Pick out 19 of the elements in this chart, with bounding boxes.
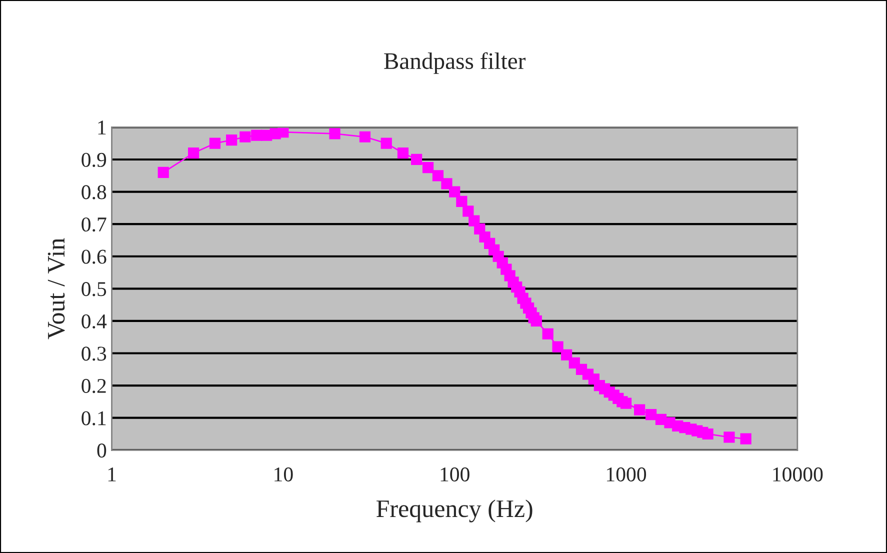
y-tick-label: 0.5 (82, 282, 106, 296)
y-tick-label: 0.4 (82, 314, 107, 328)
x-tick-label: 1 (108, 468, 116, 482)
y-tick-label: 0.8 (82, 185, 106, 200)
y-tick-label: 0.7 (82, 217, 106, 232)
x-axis-title: Frequency (Hz) (376, 500, 532, 522)
y-tick-label: 0.3 (82, 346, 106, 361)
y-tick-label: 1 (98, 120, 106, 134)
x-tick-label: 10 (274, 467, 293, 482)
y-tick-label: 0.6 (82, 250, 106, 264)
y-axis-title: Vout / Vin (48, 238, 65, 340)
x-tick-label: 10000 (773, 467, 823, 482)
y-tick-label: 0.2 (82, 378, 106, 394)
x-tick-label: 100 (440, 467, 470, 482)
y-tick-label: 0 (97, 444, 106, 458)
y-tick-label: 0.9 (82, 152, 106, 168)
chart-title: Bandpass filter (384, 52, 526, 74)
x-tick-label: 1000 (607, 467, 646, 482)
y-tick-label: 0.1 (82, 411, 106, 426)
